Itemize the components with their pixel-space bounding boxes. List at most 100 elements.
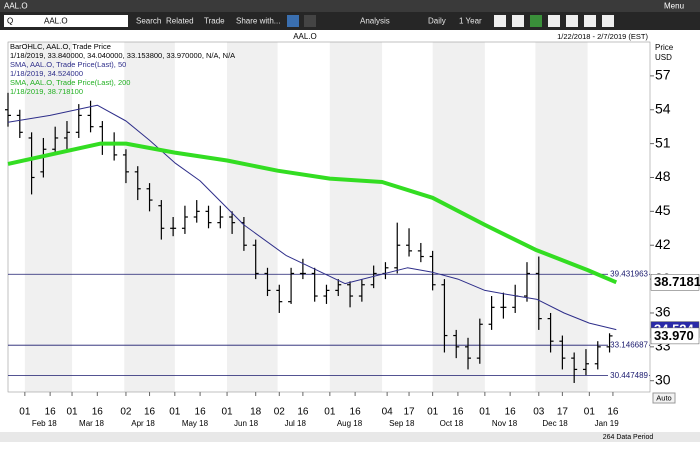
x-month-label: Nov 18	[492, 419, 518, 428]
x-tick-label: 17	[403, 407, 415, 418]
x-month-label: Jun 18	[234, 419, 259, 428]
undo-icon[interactable]	[287, 15, 299, 27]
chart-title: AAL.O	[293, 32, 317, 41]
trade-button[interactable]: Trade	[204, 17, 225, 26]
x-tick-label: 16	[505, 407, 517, 418]
status-bar	[0, 432, 700, 442]
x-month-label: Mar 18	[79, 419, 104, 428]
x-tick-label: 16	[350, 407, 362, 418]
chart-icon[interactable]	[548, 15, 560, 27]
y-tick-label: 54	[655, 100, 671, 116]
legend-detail: 1/18/2019, 33.840000, 34.040000, 33.1538…	[10, 51, 235, 60]
legend-detail: 1/18/2019, 38.718100	[10, 87, 83, 96]
x-month-label: Dec 18	[542, 419, 568, 428]
legend-detail: 1/18/2019, 34.524000	[10, 69, 83, 78]
y-tick-label: 48	[655, 168, 671, 184]
chart-icon[interactable]	[530, 15, 542, 27]
x-tick-label: 03	[533, 407, 545, 418]
analysis-button[interactable]: Analysis	[360, 17, 390, 26]
x-tick-label: 01	[19, 407, 31, 418]
reference-label: 39.431963	[610, 269, 648, 278]
search-prefix: Q	[7, 17, 13, 26]
data-period: 264 Data Period	[603, 434, 654, 441]
window-title: AAL.O	[4, 2, 28, 11]
x-tick-label: 01	[427, 407, 439, 418]
x-tick-label: 01	[169, 407, 181, 418]
x-tick-label: 01	[584, 407, 596, 418]
sma-line	[7, 104, 617, 331]
related-button[interactable]: Related	[166, 17, 194, 26]
legend-label: BarOHLC, AAL.O, Trade Price	[10, 42, 111, 51]
y-tick-label: 51	[655, 134, 671, 150]
x-month-label: Jan 19	[595, 419, 620, 428]
x-tick-label: 01	[66, 407, 78, 418]
chart-icon[interactable]	[584, 15, 596, 27]
x-month-label: Apr 18	[131, 419, 155, 428]
reference-label-bg	[608, 269, 649, 280]
menu[interactable]: Menu	[664, 2, 684, 11]
x-tick-label: 01	[479, 407, 491, 418]
x-tick-label: 17	[557, 407, 569, 418]
toolbar	[0, 12, 700, 30]
legend-label: SMA, AAL.O, Trade Price(Last), 50	[10, 60, 126, 69]
x-tick-label: 04	[382, 407, 394, 418]
y-tick-label: 36	[655, 304, 671, 320]
month-band	[24, 42, 73, 392]
month-band	[535, 42, 588, 392]
sma-line	[7, 141, 618, 285]
search-box[interactable]	[4, 15, 128, 27]
interval-button[interactable]: Daily	[428, 17, 446, 26]
date-range: 1/22/2018 - 2/7/2019 (EST)	[557, 32, 648, 41]
x-tick-label: 16	[92, 407, 104, 418]
ric-input[interactable]: AAL.O	[44, 17, 68, 26]
x-tick-label: 16	[607, 407, 619, 418]
month-band	[124, 42, 175, 392]
scale-mode[interactable]	[652, 392, 676, 404]
y-axis-label: Price	[655, 43, 674, 52]
x-tick-label: 16	[45, 407, 57, 418]
x-month-label: May 18	[182, 419, 209, 428]
title-bar	[0, 0, 700, 12]
search-button[interactable]: Search	[136, 17, 161, 26]
legend-label: SMA, AAL.O, Trade Price(Last), 200	[10, 78, 130, 87]
scale-mode-label[interactable]: Auto	[656, 393, 671, 402]
x-month-label: Feb 18	[32, 419, 57, 428]
reference-label: 30.447489	[610, 371, 648, 380]
x-tick-label: 18	[250, 407, 262, 418]
price-marker	[650, 327, 700, 345]
x-tick-label: 16	[144, 407, 156, 418]
price-marker-label: 38.7181	[654, 274, 700, 289]
reference-label-bg	[608, 340, 649, 351]
range-button[interactable]: 1 Year	[459, 17, 482, 26]
share-button[interactable]: Share with...	[236, 17, 280, 26]
x-tick-label: 02	[120, 407, 132, 418]
chart-icon[interactable]	[494, 15, 506, 27]
redo-icon[interactable]	[304, 15, 316, 27]
x-month-label: Oct 18	[440, 419, 464, 428]
y-tick-label: 57	[655, 67, 671, 83]
chart-icon[interactable]	[512, 15, 524, 27]
x-tick-label: 16	[452, 407, 464, 418]
y-tick-label: 30	[655, 371, 671, 387]
price-marker-label: 33.970	[654, 328, 694, 343]
reference-label: 33.146687	[610, 340, 648, 349]
x-tick-label: 16	[195, 407, 207, 418]
reference-label-bg	[608, 370, 649, 381]
x-month-label: Jul 18	[285, 419, 307, 428]
month-band	[329, 42, 383, 392]
x-tick-label: 02	[274, 407, 286, 418]
x-month-label: Aug 18	[337, 419, 363, 428]
month-band	[432, 42, 485, 392]
plot-frame	[7, 41, 651, 393]
month-band	[227, 42, 278, 392]
x-tick-label: 01	[324, 407, 336, 418]
x-month-label: Sep 18	[389, 419, 415, 428]
chart-icon[interactable]	[602, 15, 614, 27]
y-tick-label: 45	[655, 202, 671, 218]
price-marker	[650, 274, 700, 291]
x-tick-label: 16	[297, 407, 309, 418]
x-tick-label: 01	[221, 407, 233, 418]
chart-icon[interactable]	[566, 15, 578, 27]
